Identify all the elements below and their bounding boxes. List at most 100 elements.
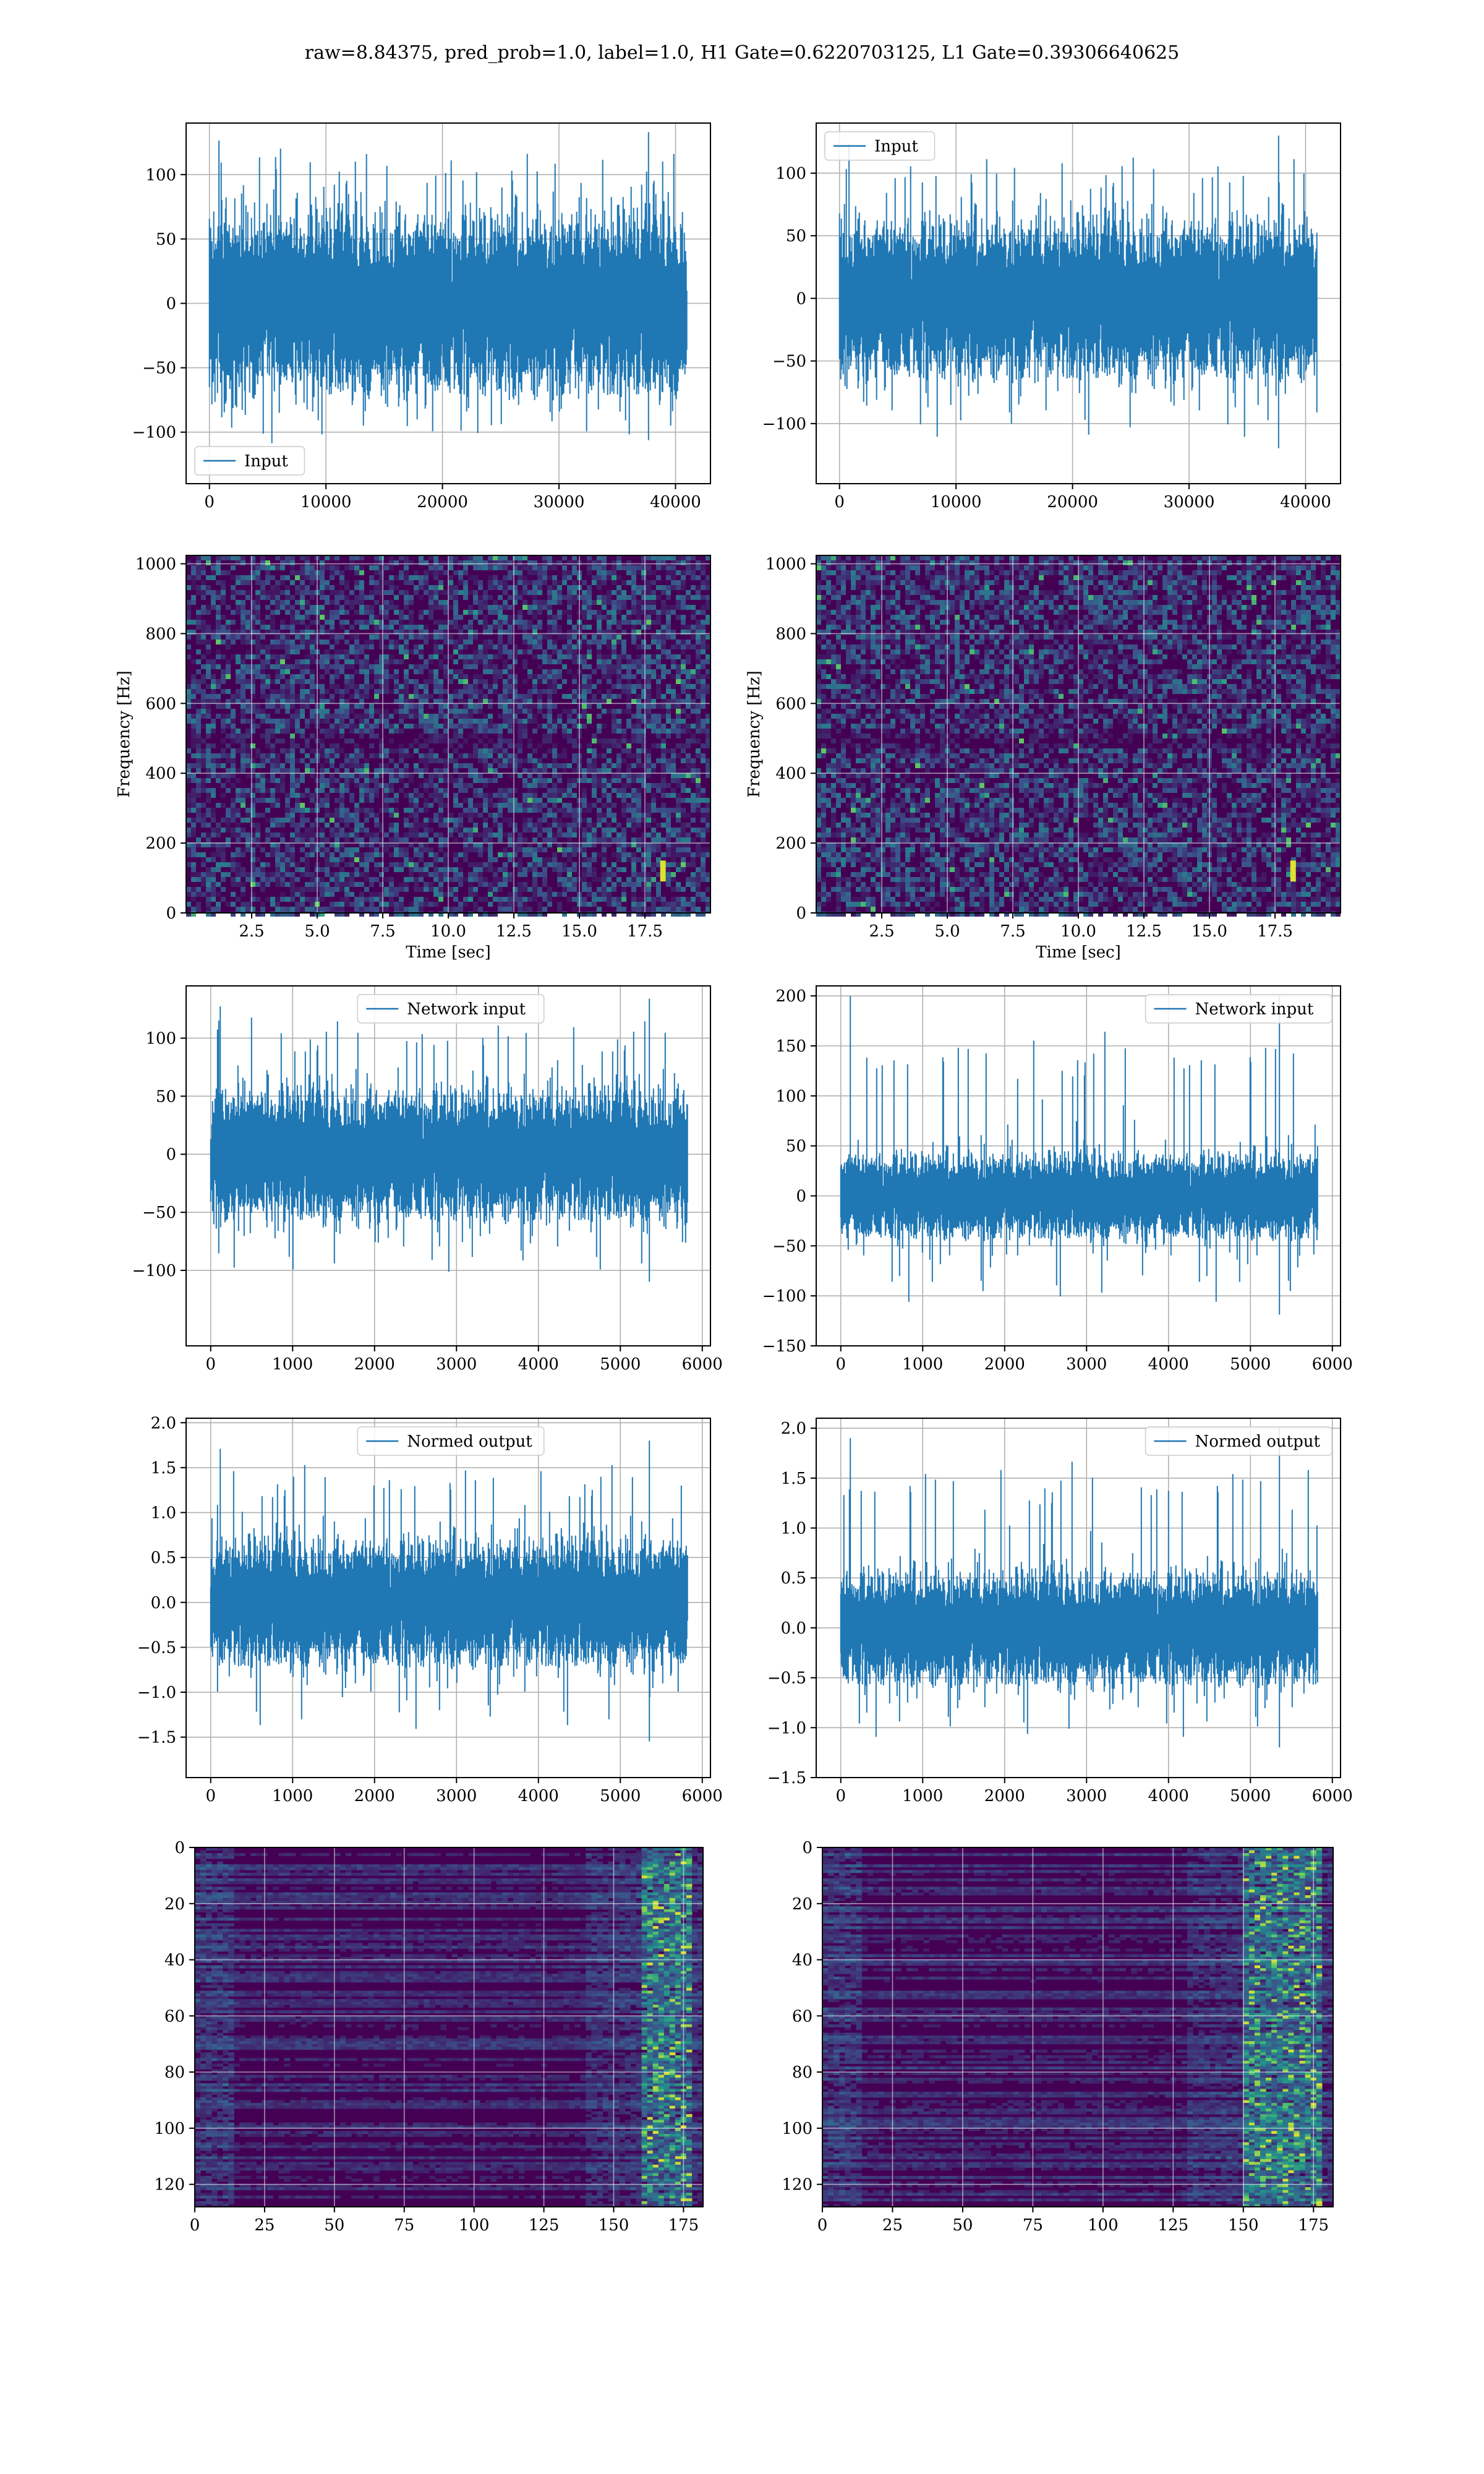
heatmap-cell <box>503 897 508 902</box>
heatmap-cell <box>443 640 448 644</box>
heatmap-cell <box>631 699 636 704</box>
heatmap-cell <box>636 798 641 803</box>
heatmap-cell <box>320 867 325 872</box>
heatmap-cell <box>552 640 557 644</box>
heatmap-cell <box>458 753 463 758</box>
heatmap-cell <box>468 630 473 635</box>
heatmap-cell <box>196 907 201 912</box>
heatmap-cell <box>498 615 503 620</box>
heatmap-cell <box>275 669 280 674</box>
heatmap-cell <box>330 610 335 615</box>
heatmap-cell <box>290 734 295 738</box>
heatmap-cell <box>344 654 349 659</box>
heatmap-cell <box>339 857 344 862</box>
heatmap-cell <box>236 738 241 743</box>
heatmap-cell <box>438 699 443 704</box>
heatmap-cell <box>389 828 394 833</box>
heatmap-cell <box>295 615 300 620</box>
heatmap-cell <box>527 669 532 674</box>
heatmap-cell <box>270 590 275 595</box>
heatmap-cell <box>206 778 211 783</box>
heatmap-cell <box>255 600 260 605</box>
heatmap-cell <box>280 837 285 842</box>
heatmap-cell <box>295 590 300 595</box>
heatmap-cell <box>666 847 671 852</box>
heatmap-cell <box>671 605 676 610</box>
heatmap-cell <box>305 605 310 610</box>
heatmap-cell <box>443 763 448 768</box>
heatmap-cell <box>513 555 518 560</box>
heatmap-cell <box>641 837 646 842</box>
heatmap-cell <box>364 709 369 714</box>
heatmap-cell <box>701 828 706 833</box>
heatmap-cell <box>513 704 518 709</box>
heatmap-cell <box>587 778 592 783</box>
heatmap-cell <box>310 882 315 887</box>
heatmap-cell <box>612 837 616 842</box>
heatmap-cell <box>508 699 513 704</box>
heatmap-cell <box>270 773 275 778</box>
heatmap-cell <box>463 773 468 778</box>
heatmap-cell <box>503 719 508 724</box>
heatmap-cell <box>443 758 448 763</box>
heatmap-cell <box>275 902 280 907</box>
heatmap-cell <box>216 778 221 783</box>
heatmap-cell <box>473 768 478 773</box>
heatmap-cell <box>433 862 438 867</box>
heatmap-cell <box>250 833 255 837</box>
heatmap-cell <box>429 555 433 560</box>
heatmap-cell <box>701 684 706 689</box>
heatmap-cell <box>221 625 226 630</box>
heatmap-cell <box>473 565 478 570</box>
heatmap-cell <box>443 674 448 679</box>
heatmap-cell <box>310 575 315 580</box>
heatmap-cell <box>503 664 508 669</box>
heatmap-cell <box>260 595 265 600</box>
heatmap-cell <box>696 788 701 793</box>
heatmap-cell <box>621 738 626 743</box>
x-tick-label: 30000 <box>1164 493 1215 511</box>
heatmap-cell <box>216 560 221 565</box>
heatmap-cell <box>616 625 621 630</box>
heatmap-cell <box>518 570 522 575</box>
heatmap-cell <box>641 907 646 912</box>
heatmap-cell <box>260 813 265 818</box>
heatmap-cell <box>547 605 552 610</box>
heatmap-cell <box>211 664 216 669</box>
heatmap-cell <box>300 823 305 828</box>
heatmap-cell <box>275 912 280 917</box>
heatmap-cell <box>231 635 236 640</box>
heatmap-cell <box>656 654 661 659</box>
heatmap-cell <box>532 565 537 570</box>
heatmap-cell <box>344 600 349 605</box>
heatmap-cell <box>186 793 191 798</box>
heatmap-cell <box>206 813 211 818</box>
heatmap-cell <box>597 644 602 649</box>
heatmap-cell <box>325 813 330 818</box>
heatmap-cell <box>330 664 335 669</box>
heatmap-cell <box>285 867 290 872</box>
heatmap-cell <box>241 684 245 689</box>
heatmap-cell <box>320 565 325 570</box>
heatmap-cell <box>290 808 295 813</box>
heatmap-cell <box>582 833 587 837</box>
heatmap-cell <box>503 565 508 570</box>
heatmap-cell <box>641 897 646 902</box>
heatmap-cell <box>369 798 374 803</box>
heatmap-cell <box>706 719 710 724</box>
heatmap-cell <box>473 887 478 892</box>
heatmap-cell <box>260 590 265 595</box>
heatmap-cell <box>389 640 394 644</box>
heatmap-cell <box>245 837 250 842</box>
heatmap-cell <box>369 753 374 758</box>
heatmap-cell <box>221 763 226 768</box>
heatmap-cell <box>532 867 537 872</box>
y-tick-label: 100 <box>145 166 176 184</box>
heatmap-cell <box>626 738 631 743</box>
heatmap-cell <box>542 783 547 788</box>
heatmap-cell <box>552 724 557 729</box>
heatmap-cell <box>255 620 260 625</box>
heatmap-cell <box>226 823 231 828</box>
heatmap-cell <box>275 659 280 664</box>
heatmap-cell <box>567 610 572 615</box>
